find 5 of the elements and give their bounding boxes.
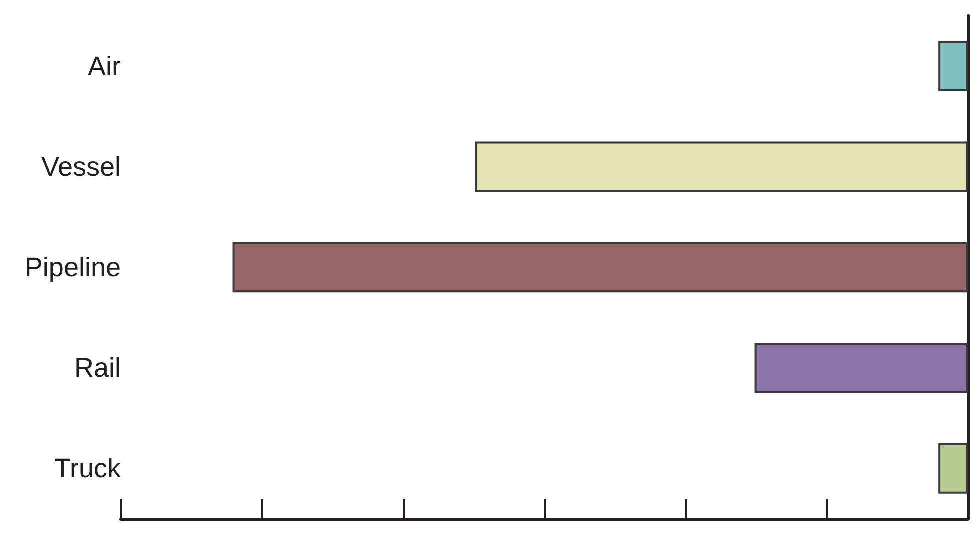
y-tick-label: Air <box>88 51 122 82</box>
y-tick-label: Pipeline <box>24 252 121 282</box>
y-tick-label: Vessel <box>41 152 121 182</box>
y-tick-label: Rail <box>74 353 121 384</box>
y-tick-label: Truck <box>54 454 122 484</box>
